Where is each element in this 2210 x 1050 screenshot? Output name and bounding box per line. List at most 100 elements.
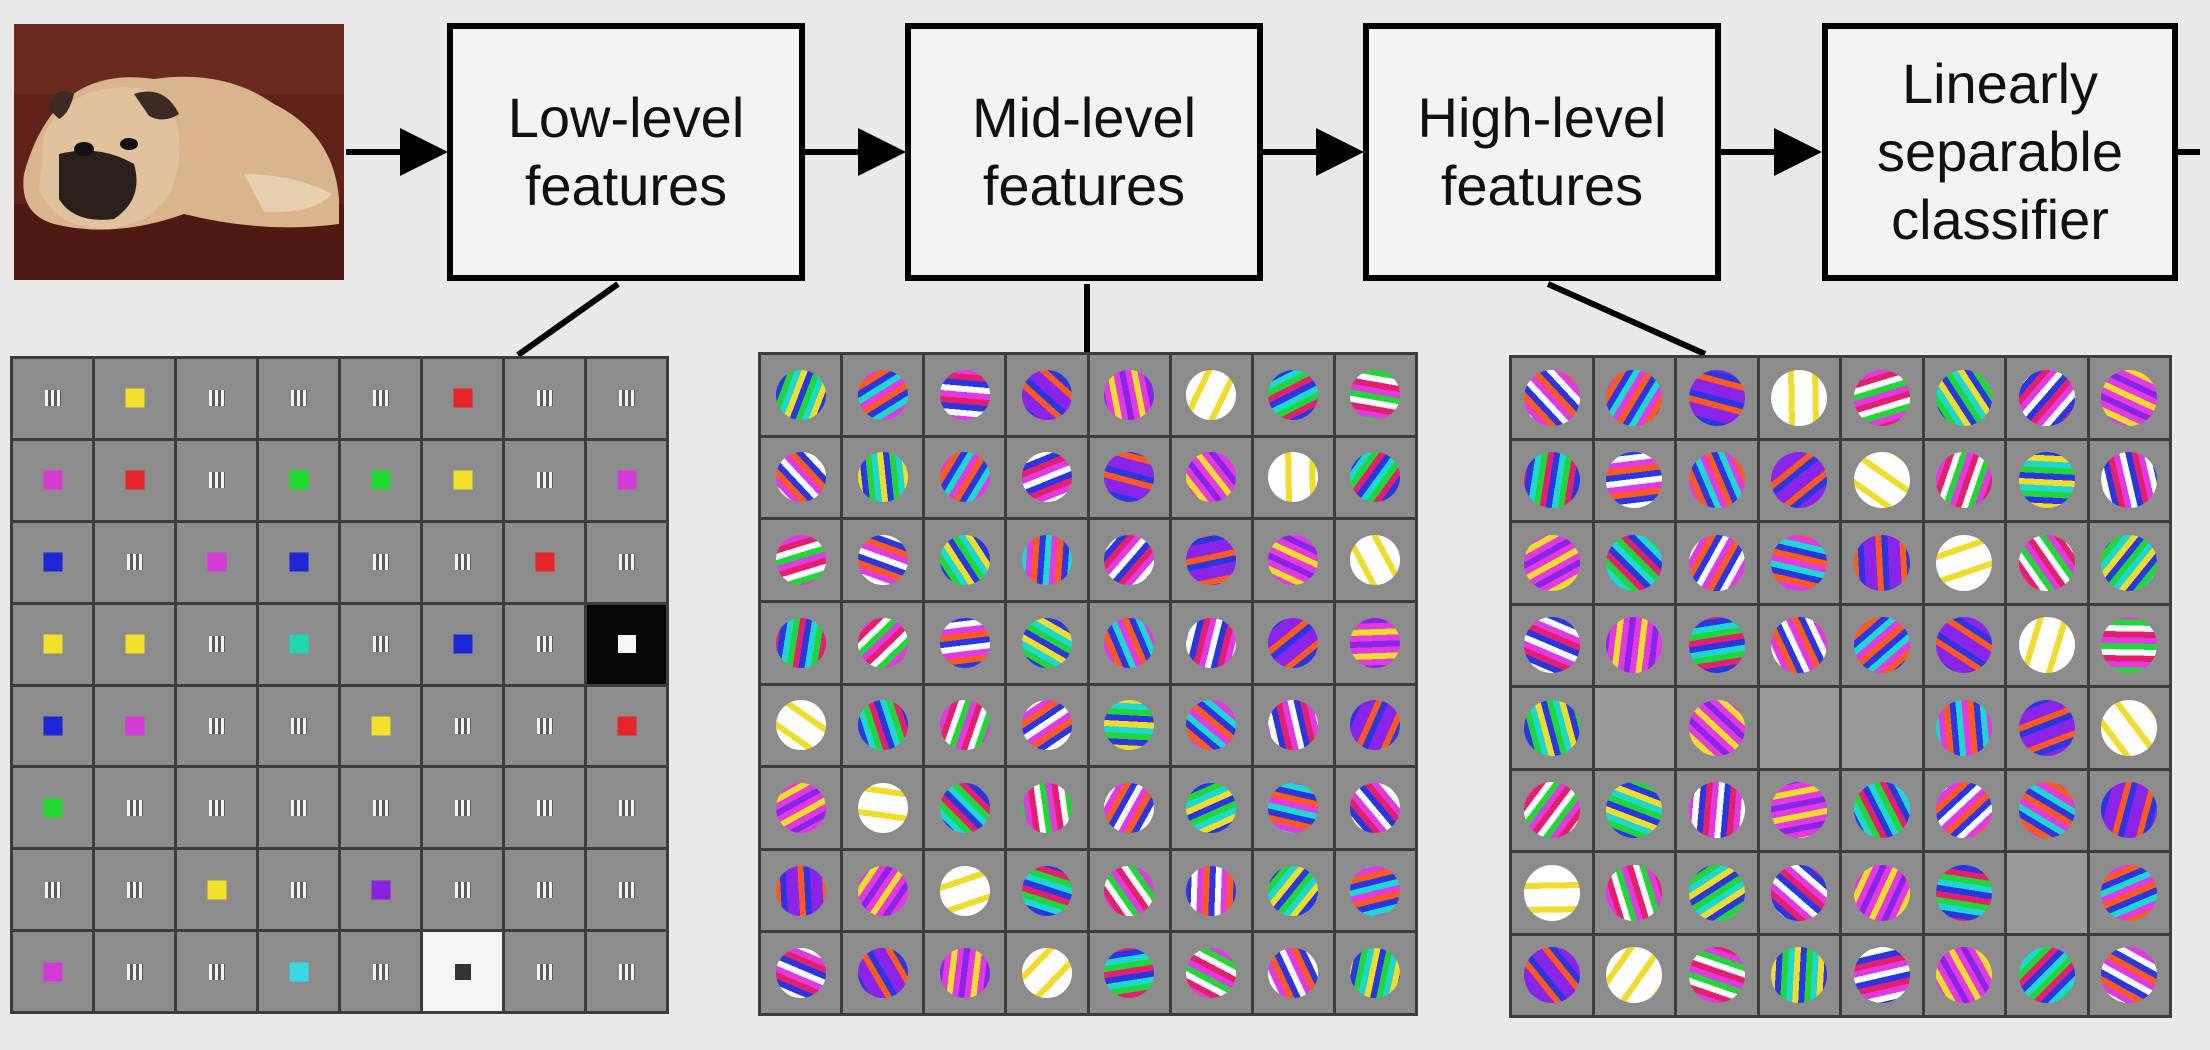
filter-pattern — [1688, 947, 1745, 1004]
filter-pattern — [618, 554, 635, 571]
mid-level-filter — [1253, 437, 1333, 518]
filter-pattern — [125, 470, 144, 490]
filter-pattern — [617, 716, 636, 736]
filter-pattern — [371, 716, 390, 736]
filter-pattern — [1771, 782, 1828, 839]
filter-pattern — [208, 963, 225, 980]
filter-pattern — [535, 552, 554, 572]
mid-level-filter — [1089, 355, 1169, 435]
low-level-filter — [177, 686, 256, 766]
mid-level-filter — [1089, 520, 1169, 600]
high-level-filter — [1759, 358, 1839, 438]
high-level-filter — [1677, 523, 1757, 603]
low-level-filter — [505, 359, 584, 438]
filter-pattern — [1268, 452, 1319, 503]
filter-pattern — [1936, 864, 1993, 921]
filter-pattern — [775, 535, 826, 586]
mid-level-filter — [761, 768, 841, 848]
filter-pattern — [1268, 535, 1319, 586]
filter-pattern — [1853, 782, 1910, 839]
filter-pattern — [2018, 534, 2075, 591]
mid-level-filter — [1253, 685, 1333, 766]
filter-pattern — [939, 782, 990, 833]
low-level-filter — [505, 932, 584, 1011]
high-level-filter — [1677, 853, 1757, 933]
filter-pattern — [536, 881, 553, 898]
low-level-filter — [259, 850, 338, 930]
filter-pattern — [1688, 782, 1745, 839]
stage-high-level-features: High-level features — [1363, 23, 1721, 281]
stage-label-mid: Mid-level features — [971, 86, 1197, 217]
stage-linear-classifier: Linearly separable classifier — [1822, 23, 2178, 281]
filter-pattern — [2101, 699, 2158, 756]
filter-pattern — [1021, 865, 1072, 916]
filter-pattern — [1771, 369, 1828, 426]
filter-pattern — [1021, 369, 1072, 420]
mid-level-filter — [1007, 355, 1087, 435]
low-level-filter — [423, 359, 502, 438]
filter-pattern — [1268, 617, 1319, 668]
filter-pattern — [775, 369, 826, 420]
filter-pattern — [289, 634, 308, 654]
high-level-filter — [1842, 935, 1922, 1015]
high-level-filter — [1512, 770, 1592, 850]
low-level-filter — [13, 850, 92, 930]
high-level-filter — [1677, 935, 1757, 1015]
filter-pattern — [1606, 617, 1663, 674]
filter-pattern — [1688, 369, 1745, 426]
high-level-filter — [1924, 440, 2004, 520]
low-level-filter — [505, 686, 584, 766]
high-level-filter — [2089, 853, 2169, 933]
low-level-filter — [341, 932, 420, 1011]
filter-pattern — [1771, 864, 1828, 921]
filter-pattern — [2101, 534, 2158, 591]
mid-level-filter — [843, 520, 923, 600]
filter-pattern — [1606, 864, 1663, 921]
filter-pattern — [1523, 452, 1580, 509]
filter-pattern — [1268, 865, 1319, 916]
filter-pattern — [536, 717, 553, 734]
low-level-filter — [177, 440, 256, 520]
filter-pattern — [1104, 948, 1155, 999]
high-level-filter-empty — [2007, 853, 2087, 933]
filter-pattern — [1104, 617, 1155, 668]
low-level-filter — [13, 686, 92, 766]
mid-level-filter — [843, 602, 923, 683]
filter-pattern — [371, 470, 390, 490]
high-level-filter — [1594, 605, 1674, 685]
filter-pattern — [2018, 947, 2075, 1004]
filter-pattern — [1853, 369, 1910, 426]
filter-pattern — [1936, 452, 1993, 509]
low-level-filter — [177, 768, 256, 848]
filter-pattern — [1104, 700, 1155, 751]
filter-pattern — [775, 617, 826, 668]
filter-pattern — [125, 634, 144, 654]
filter-pattern — [1523, 699, 1580, 756]
filter-pattern — [1186, 782, 1237, 833]
filter-pattern — [1186, 452, 1237, 503]
link-low-to-filters — [516, 281, 620, 358]
mid-level-filter — [843, 355, 923, 435]
filter-pattern — [372, 799, 389, 816]
filter-pattern — [939, 865, 990, 916]
mid-level-filter — [1007, 437, 1087, 518]
filter-pattern — [289, 470, 308, 490]
low-level-filter — [505, 440, 584, 520]
filter-pattern — [1688, 534, 1745, 591]
mid-level-filter — [925, 520, 1005, 600]
filter-pattern — [1350, 617, 1401, 668]
filter-pattern — [618, 963, 635, 980]
low-level-filter — [587, 359, 666, 438]
filter-pattern — [939, 369, 990, 420]
low-level-filter — [95, 604, 174, 684]
filter-pattern — [2101, 617, 2158, 674]
filter-pattern — [290, 717, 307, 734]
filter-pattern — [453, 470, 472, 490]
high-level-filter — [2007, 440, 2087, 520]
high-level-filter — [1842, 853, 1922, 933]
low-level-filter — [95, 932, 174, 1011]
stage-label-classifier: Linearly separable classifier — [1877, 52, 2123, 251]
filter-pattern — [1104, 535, 1155, 586]
filter-pattern — [536, 799, 553, 816]
filter-pattern — [1688, 452, 1745, 509]
